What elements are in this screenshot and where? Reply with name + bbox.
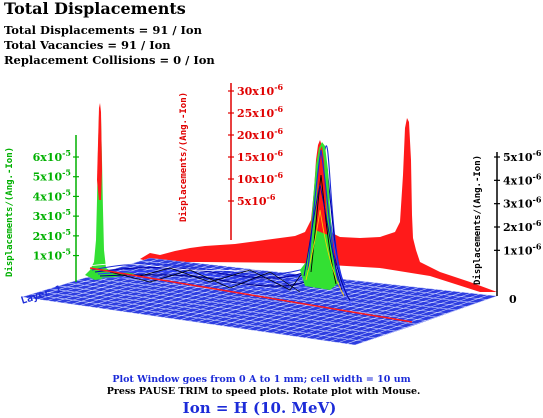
axis-tick-label: 1x10-5 — [33, 247, 71, 263]
3d-plot-canvas[interactable]: 6x10-5 5x10-5 4x10-5 3x10-5 2x10-5 1x10-5 Dis… — [0, 0, 543, 372]
floor-grid-line — [67, 282, 406, 328]
axis-tick-label: 2x10-5 — [33, 227, 71, 243]
axis-tick-label: 1x10-6 — [503, 241, 542, 257]
right-axis: 5x10-6 4x10-6 3x10-6 2x10-6 1x10-6 0 Displac… — [472, 148, 542, 306]
right-axis-label: Displacements/(Ang.-Ion) — [472, 155, 483, 285]
left-axis-label: Displacements/(Ang.-Ion) — [4, 147, 15, 277]
left-axis: 6x10-5 5x10-5 4x10-5 3x10-5 2x10-5 1x10-5 Dis… — [4, 135, 79, 282]
left-green-profile — [85, 103, 135, 280]
axis-tick-label: 15x10-6 — [237, 148, 284, 164]
plot-window-info: Plot Window goes from 0 A to 1 mm; cell … — [112, 374, 411, 385]
axis-tick-label: 6x10-5 — [33, 148, 71, 164]
floor-grid-line — [31, 293, 366, 342]
floor-grid-line — [76, 279, 416, 325]
floor-grid-line — [40, 291, 376, 339]
axis-tick-label: 4x10-6 — [503, 171, 542, 187]
axis-tick-label: 3x10-5 — [33, 207, 71, 223]
axis-tick-label: 4x10-5 — [33, 187, 71, 203]
total-displacements-stat: Total Displacements = 91 / Ion — [4, 23, 202, 37]
axis-tick-label: 10x10-6 — [237, 170, 284, 186]
layer-label: Layer 1 — [20, 284, 64, 307]
back-axis-label: Displacements/(Ang.-Ion) — [178, 92, 189, 222]
plot-instructions: Press PAUSE TRIM to speed plots. Rotate … — [106, 386, 421, 397]
total-vacancies-stat: Total Vacancies = 91 / Ion — [4, 38, 171, 52]
page-title: Total Displacements — [4, 0, 186, 18]
axis-tick-label: 5x10-6 — [503, 148, 542, 164]
floor-grid-line — [49, 288, 386, 335]
axis-tick-label: 2x10-6 — [503, 218, 542, 234]
back-axis: 30x10-6 25x10-6 20x10-6 15x10-6 10x10-6 5x10-… — [178, 82, 284, 240]
axis-tick-label: 5x10-5 — [33, 168, 71, 184]
replacement-collisions-stat: Replacement Collisions = 0 / Ion — [4, 53, 215, 67]
central-peak — [300, 142, 345, 297]
floor-grid-line — [58, 285, 396, 332]
right-axis-zero: 0 — [509, 293, 517, 306]
axis-tick-label: 3x10-6 — [503, 195, 542, 211]
floor-grid-line — [22, 296, 356, 345]
floor-grid-line — [85, 277, 427, 321]
axis-tick-label: 20x10-6 — [237, 126, 284, 142]
axis-tick-label: 30x10-6 — [237, 82, 284, 98]
axis-tick-label: 5x10-6 — [237, 192, 276, 208]
ion-info: Ion = H (10. MeV) — [182, 399, 337, 417]
axis-tick-label: 25x10-6 — [237, 104, 284, 120]
depth-axis-line — [89, 267, 413, 323]
